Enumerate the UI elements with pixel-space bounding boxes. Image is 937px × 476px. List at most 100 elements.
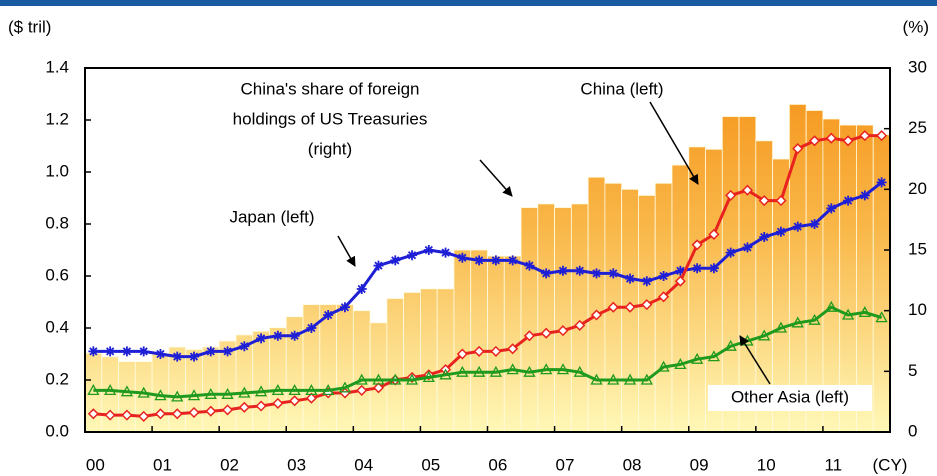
bar	[554, 207, 572, 433]
marker	[674, 358, 687, 370]
marker	[808, 313, 821, 325]
marker	[254, 385, 268, 397]
marker	[692, 263, 703, 274]
y2-tick-label: 20	[908, 179, 927, 198]
marker	[607, 301, 619, 313]
annotation: China (left)	[580, 79, 663, 98]
marker	[843, 195, 854, 206]
bar	[352, 310, 371, 433]
bar	[470, 249, 488, 433]
label-box	[708, 385, 872, 411]
marker	[474, 255, 485, 266]
marker	[171, 408, 183, 420]
marker	[172, 351, 183, 362]
y-tick-label: 1.2	[45, 109, 69, 128]
marker	[607, 373, 620, 385]
marker	[105, 346, 116, 357]
marker	[221, 404, 234, 416]
bar	[721, 116, 740, 433]
marker	[305, 384, 318, 396]
marker	[574, 265, 585, 276]
marker	[120, 385, 134, 397]
marker	[154, 408, 167, 420]
marker	[775, 226, 786, 237]
marker	[759, 232, 770, 242]
marker	[506, 363, 519, 375]
marker	[875, 311, 888, 323]
marker	[809, 219, 820, 229]
marker	[825, 300, 838, 312]
y-tick-label: 0.4	[45, 317, 69, 336]
marker	[842, 135, 854, 147]
bar	[654, 182, 673, 433]
bar	[520, 207, 539, 433]
bar	[453, 249, 472, 433]
marker	[608, 268, 619, 279]
marker	[657, 360, 670, 372]
y-tick-label: 0.0	[45, 421, 69, 440]
marker	[808, 135, 821, 147]
bar	[369, 322, 388, 433]
marker	[356, 284, 367, 294]
y-tick-label: 1.4	[45, 57, 69, 76]
bar	[420, 288, 438, 433]
marker	[557, 265, 568, 276]
marker	[339, 302, 350, 313]
marker	[523, 365, 536, 377]
marker	[557, 325, 569, 337]
marker	[356, 384, 368, 396]
marker	[221, 387, 234, 399]
annotations: China's share of foreign holdings of US T…	[229, 79, 872, 411]
bar	[151, 352, 170, 433]
marker	[271, 384, 284, 396]
marker	[288, 384, 301, 396]
annotation: Other Asia (left)	[731, 387, 849, 406]
marker	[573, 365, 586, 377]
marker	[439, 368, 452, 380]
marker	[306, 323, 317, 333]
marker	[640, 373, 653, 385]
x-tick-label: 04	[354, 455, 373, 474]
y2-axis-label: (%)	[903, 17, 929, 36]
marker	[238, 386, 251, 398]
marker	[272, 397, 284, 409]
marker	[775, 195, 787, 207]
marker	[574, 319, 586, 331]
y-tick-label: 1.0	[45, 161, 69, 180]
bar	[269, 327, 287, 433]
x-tick-label: 08	[623, 455, 642, 474]
marker	[389, 373, 402, 385]
marker	[355, 373, 368, 385]
marker	[641, 276, 652, 287]
marker	[591, 268, 602, 279]
bar	[537, 203, 555, 433]
marker	[858, 306, 871, 318]
marker	[623, 373, 637, 385]
marker	[154, 389, 167, 401]
marker	[305, 392, 317, 404]
bar	[688, 146, 706, 433]
marker	[590, 309, 603, 321]
marker	[473, 365, 486, 377]
y2-tick-label: 0	[908, 421, 917, 440]
marker	[590, 373, 603, 385]
y2-tick-label: 15	[908, 239, 927, 258]
marker	[556, 363, 570, 375]
annotation: holdings of US Treasuries	[233, 109, 428, 128]
annotation-arrow	[337, 235, 356, 267]
marker	[88, 346, 99, 357]
marker	[256, 333, 267, 344]
marker	[255, 400, 267, 412]
marker	[691, 352, 704, 364]
marker	[171, 390, 184, 402]
marker	[523, 330, 535, 342]
marker	[540, 363, 553, 375]
x-tick-label: 06	[488, 455, 507, 474]
marker	[490, 345, 502, 357]
annotation: China's share of foreign	[240, 79, 419, 98]
marker	[323, 310, 334, 320]
marker	[473, 345, 485, 357]
x-tick-label: 09	[690, 455, 709, 474]
marker	[792, 143, 804, 155]
